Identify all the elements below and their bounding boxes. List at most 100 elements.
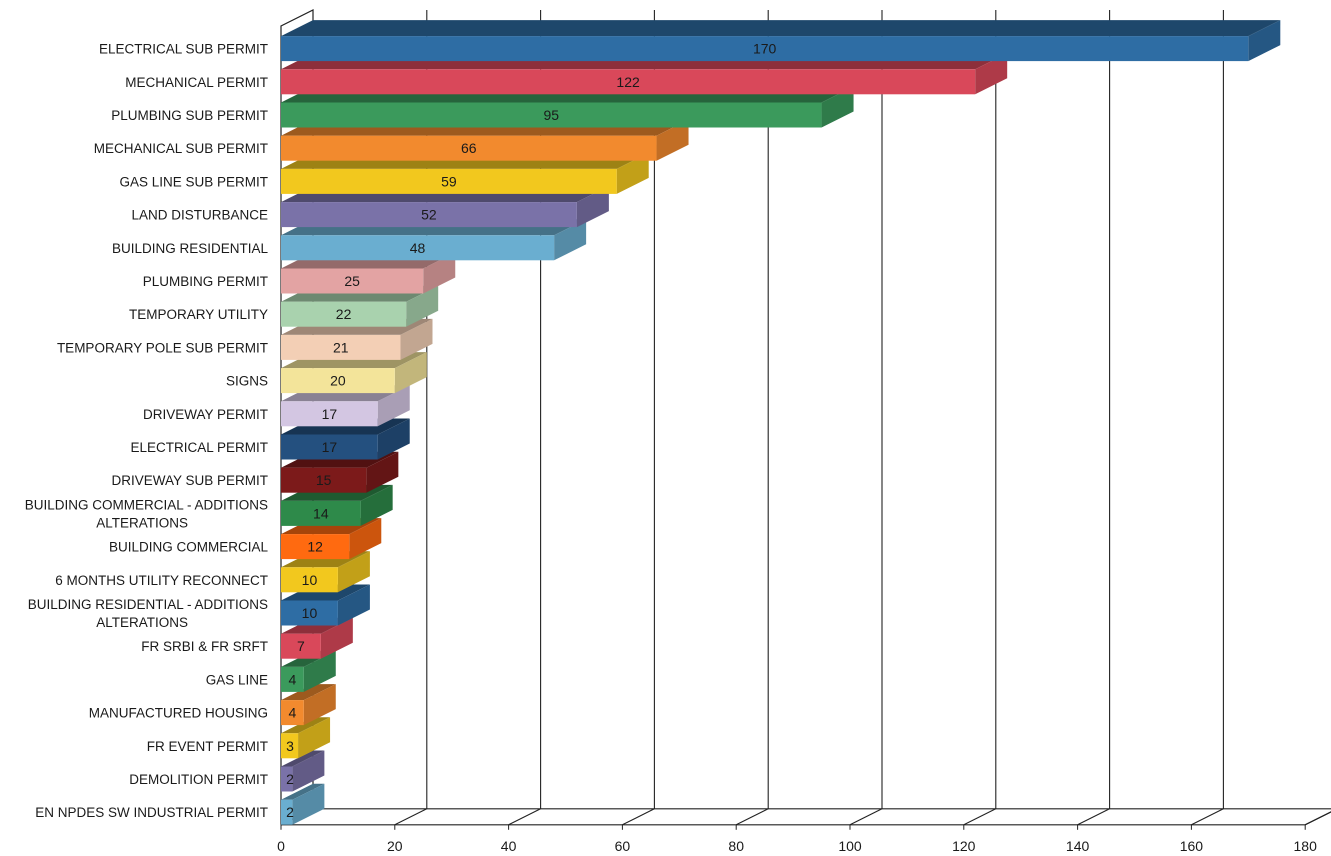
bar-side-face (337, 551, 370, 593)
bar: 4 (281, 684, 336, 726)
category-label: DRIVEWAY PERMIT (143, 407, 268, 422)
bar-side-face (656, 119, 689, 161)
bar-side-face (400, 318, 433, 360)
data-label: 59 (441, 173, 457, 189)
category-label-line: ALTERATIONS (96, 515, 188, 530)
bar-side-face (292, 783, 325, 825)
bar-side-face (377, 418, 410, 460)
floor-gridline (622, 808, 655, 826)
category-label: EN NPDES SW INDUSTRIAL PERMIT (35, 805, 268, 820)
x-tick-label: 160 (1180, 838, 1204, 854)
data-label: 10 (302, 605, 318, 621)
data-label: 122 (616, 74, 640, 90)
data-label: 170 (753, 41, 777, 57)
x-tick-label: 100 (838, 838, 862, 854)
data-label: 4 (288, 705, 296, 721)
bar-front-face (281, 467, 367, 493)
data-label: 66 (461, 140, 477, 156)
bar-side-face (298, 717, 331, 759)
bar-side-face (337, 584, 370, 626)
data-label: 95 (543, 107, 559, 123)
data-label: 52 (421, 207, 437, 223)
bar-side-face (366, 451, 399, 493)
bar-front-face (281, 102, 822, 128)
data-label: 4 (288, 671, 296, 687)
category-label: BUILDING COMMERCIAL - ADDITIONS ALTERATIO… (25, 497, 268, 530)
category-label: MANUFACTURED HOUSING (89, 706, 268, 721)
data-label: 25 (344, 273, 360, 289)
bar-side-face (349, 518, 382, 560)
bar-side-face (616, 152, 649, 194)
bar: 48 (281, 219, 587, 261)
bar-top-face (281, 717, 331, 734)
floor-gridline (1191, 808, 1224, 826)
bar-side-face (377, 385, 410, 427)
bar-front-face (281, 168, 617, 194)
data-label: 2 (286, 771, 294, 787)
bar-front-face (281, 401, 378, 427)
bar: 17 (281, 385, 410, 427)
bar-top-face (281, 783, 325, 800)
category-label: GAS LINE (206, 672, 268, 687)
bar-side-face (821, 86, 854, 128)
category-label: SIGNS (226, 374, 268, 389)
category-label: 6 MONTHS UTILITY RECONNECT (55, 573, 268, 588)
category-label: MECHANICAL PERMIT (125, 75, 268, 90)
category-label: BUILDING RESIDENTIAL (112, 241, 269, 256)
category-label: DEMOLITION PERMIT (129, 772, 268, 787)
category-label: MECHANICAL SUB PERMIT (94, 141, 268, 156)
floor-gridline (394, 808, 428, 826)
category-label: FR SRBI & FR SRFT (141, 639, 268, 654)
data-label: 48 (410, 240, 426, 256)
bar-front-face (281, 766, 293, 792)
data-label: 17 (322, 439, 338, 455)
category-label: LAND DISTURBANCE (131, 208, 268, 223)
data-label: 14 (313, 505, 329, 521)
bar-side-face (292, 750, 325, 792)
category-label: PLUMBING PERMIT (143, 274, 268, 289)
bar-front-face (281, 301, 407, 327)
bar-front-face (281, 69, 976, 95)
bar-front-face (281, 700, 304, 726)
floor-gridline (1304, 811, 1331, 826)
category-label: GAS LINE SUB PERMIT (119, 174, 268, 189)
bar-front-face (281, 36, 1249, 62)
bar-top-face (281, 20, 1281, 37)
bar: 2 (281, 783, 325, 825)
bar-front-face (281, 135, 657, 161)
x-tick-label: 180 (1294, 838, 1318, 854)
category-label-line: ALTERATIONS (96, 615, 188, 630)
bar-side-face (303, 650, 336, 692)
bar-side-face (554, 219, 587, 261)
bar-side-face (303, 684, 336, 726)
category-labels: ELECTRICAL SUB PERMIT MECHANICAL PERMIT PL… (25, 42, 269, 821)
floor-gridline (508, 808, 541, 826)
floor-gridline (849, 808, 883, 826)
data-label: 12 (307, 539, 323, 555)
category-label: PLUMBING SUB PERMIT (111, 108, 268, 123)
bar-side-face (1248, 20, 1281, 62)
category-label-line: BUILDING COMMERCIAL - ADDITIONS (25, 497, 268, 512)
category-label: BUILDING COMMERCIAL (109, 540, 269, 555)
bar-front-face (281, 202, 577, 228)
x-tick-label: 80 (728, 838, 744, 854)
bar: 170 (281, 20, 1281, 62)
bar-side-face (406, 285, 439, 327)
data-label: 2 (286, 804, 294, 820)
category-label: ELECTRICAL SUB PERMIT (99, 42, 268, 57)
bar-side-face (576, 186, 609, 228)
category-label: BUILDING RESIDENTIAL - ADDITIONS ALTERATI… (28, 597, 268, 630)
bar-front-face (281, 534, 350, 560)
data-label: 15 (316, 472, 332, 488)
bar-front-face (281, 235, 555, 261)
bar-front-face (281, 368, 395, 394)
bar-front-face (281, 567, 338, 593)
x-tick-label: 0 (277, 838, 285, 854)
bar-side-face (975, 53, 1008, 95)
bar-side-face (423, 252, 456, 294)
bar: 2 (281, 750, 325, 792)
x-axis-ticks: 0 20 40 60 80 100 120 140 160 180 (277, 824, 1318, 854)
category-label: TEMPORARY UTILITY (129, 307, 268, 322)
bar: 3 (281, 717, 331, 759)
